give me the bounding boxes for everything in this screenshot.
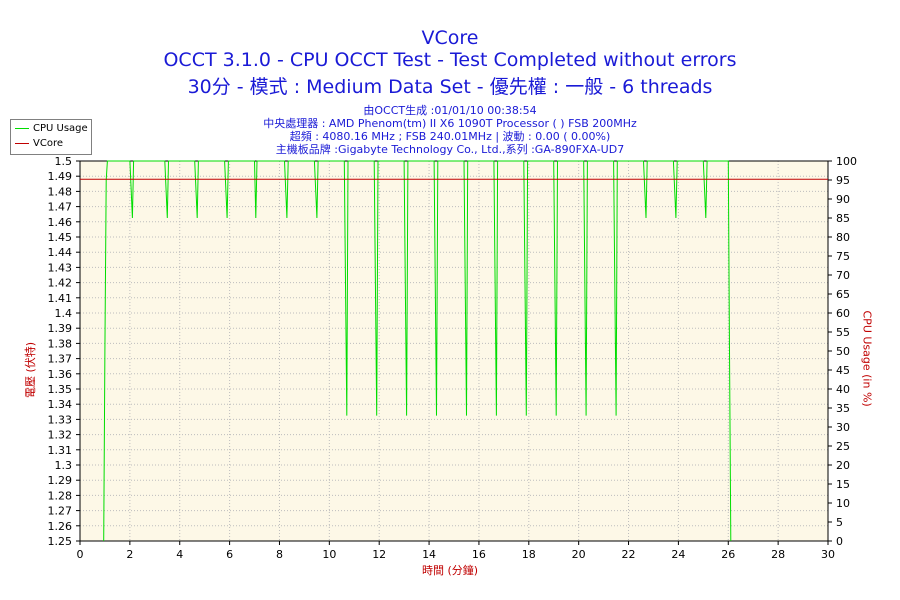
y-left-tick-label-1.44: 1.44 — [48, 246, 73, 259]
y-left-tick-label-1.48: 1.48 — [48, 185, 73, 198]
y-right-tick-label-90: 90 — [836, 193, 850, 206]
y-left-tick-label-1.25: 1.25 — [48, 535, 73, 548]
x-tick-label-24: 24 — [671, 548, 685, 561]
y-right-tick-label-95: 95 — [836, 174, 850, 187]
x-tick-label-30: 30 — [821, 548, 835, 561]
y-left-tick-label-1.42: 1.42 — [48, 277, 73, 290]
y-right-tick-label-80: 80 — [836, 231, 850, 244]
y-right-tick-label-100: 100 — [836, 155, 857, 168]
x-tick-label-8: 8 — [276, 548, 283, 561]
y-left-tick-label-1.38: 1.38 — [48, 337, 73, 350]
x-tick-label-26: 26 — [721, 548, 735, 561]
y-right-tick-label-5: 5 — [836, 516, 843, 529]
y-axis-label-left: 電壓 (伏特) — [24, 341, 37, 399]
y-left-tick-label-1.41: 1.41 — [48, 292, 73, 305]
y-right-tick-label-25: 25 — [836, 440, 850, 453]
y-left-tick-label-1.36: 1.36 — [48, 368, 73, 381]
y-right-tick-label-10: 10 — [836, 497, 850, 510]
y-left-tick-label-1.43: 1.43 — [48, 261, 73, 274]
y-left-tick-label-1.3: 1.3 — [55, 459, 73, 472]
chart-subtitle-2: 30分 - 模式 : Medium Data Set - 優先權 : 一般 - … — [187, 76, 713, 98]
y-left-tick-label-1.33: 1.33 — [48, 413, 73, 426]
info-cpu: 中央處理器 : AMD Phenom(tm) II X6 1090T Proce… — [263, 117, 637, 130]
chart-legend: CPU Usage VCore — [10, 119, 92, 155]
y-left-tick-label-1.4: 1.4 — [55, 307, 73, 320]
y-left-tick-label-1.46: 1.46 — [48, 216, 73, 229]
x-tick-label-18: 18 — [522, 548, 536, 561]
y-left-tick-label-1.27: 1.27 — [48, 505, 73, 518]
legend-label-cpu-usage: CPU Usage — [33, 123, 88, 134]
series-line-cpu-usage — [103, 160, 732, 542]
x-tick-label-14: 14 — [422, 548, 436, 561]
legend-label-vcore: VCore — [33, 138, 63, 149]
x-tick-label-20: 20 — [572, 548, 586, 561]
y-left-tick-label-1.31: 1.31 — [48, 444, 73, 457]
y-right-tick-label-50: 50 — [836, 345, 850, 358]
x-tick-label-2: 2 — [126, 548, 133, 561]
y-right-tick-label-85: 85 — [836, 212, 850, 225]
x-tick-label-22: 22 — [622, 548, 636, 561]
y-left-tick-label-1.34: 1.34 — [48, 398, 73, 411]
legend-swatch-vcore — [15, 142, 29, 144]
y-right-tick-label-65: 65 — [836, 288, 850, 301]
y-right-tick-label-45: 45 — [836, 364, 850, 377]
chart-title: VCore — [421, 27, 479, 49]
x-tick-label-12: 12 — [372, 548, 386, 561]
y-right-tick-label-35: 35 — [836, 402, 850, 415]
legend-item-vcore: VCore — [15, 138, 63, 150]
y-right-tick-label-70: 70 — [836, 269, 850, 282]
y-left-tick-label-1.35: 1.35 — [48, 383, 73, 396]
y-right-tick-label-60: 60 — [836, 307, 850, 320]
chart-subtitle-1: OCCT 3.1.0 - CPU OCCT Test - Test Comple… — [163, 49, 737, 71]
y-left-tick-label-1.26: 1.26 — [48, 520, 73, 533]
info-generated: 由OCCT生成 :01/01/10 00:38:54 — [363, 104, 537, 117]
legend-item-cpu-usage: CPU Usage — [15, 123, 88, 135]
y-left-tick-label-1.32: 1.32 — [48, 429, 73, 442]
y-left-tick-label-1.39: 1.39 — [48, 322, 73, 335]
y-axis-label-right: CPU Usage (in %) — [860, 310, 874, 407]
info-overclock: 超頻 : 4080.16 MHz ; FSB 240.01MHz | 波動 : … — [289, 130, 611, 143]
y-left-tick-label-1.45: 1.45 — [48, 231, 73, 244]
x-tick-label-6: 6 — [226, 548, 233, 561]
y-right-tick-label-75: 75 — [836, 250, 850, 263]
y-left-tick-label-1.49: 1.49 — [48, 170, 73, 183]
y-right-tick-label-30: 30 — [836, 421, 850, 434]
plot-area — [80, 161, 828, 541]
info-motherboard: 主機板品牌 :Gigabyte Technology Co., Ltd.,系列 … — [275, 143, 625, 156]
x-tick-label-4: 4 — [176, 548, 183, 561]
y-right-tick-label-20: 20 — [836, 459, 850, 472]
y-left-tick-label-1.5: 1.5 — [55, 155, 73, 168]
y-left-tick-label-1.28: 1.28 — [48, 489, 73, 502]
y-right-tick-label-0: 0 — [836, 535, 843, 548]
x-tick-label-0: 0 — [77, 548, 84, 561]
legend-swatch-cpu-usage — [15, 127, 29, 129]
x-tick-label-28: 28 — [771, 548, 785, 561]
y-right-tick-label-15: 15 — [836, 478, 850, 491]
y-left-tick-label-1.47: 1.47 — [48, 201, 73, 214]
x-axis-label: 時間 (分鐘) — [421, 564, 479, 577]
y-left-tick-label-1.29: 1.29 — [48, 474, 73, 487]
x-tick-label-10: 10 — [322, 548, 336, 561]
y-right-tick-label-55: 55 — [836, 326, 850, 339]
x-tick-label-16: 16 — [472, 548, 486, 561]
y-right-tick-label-40: 40 — [836, 383, 850, 396]
y-left-tick-label-1.37: 1.37 — [48, 353, 73, 366]
